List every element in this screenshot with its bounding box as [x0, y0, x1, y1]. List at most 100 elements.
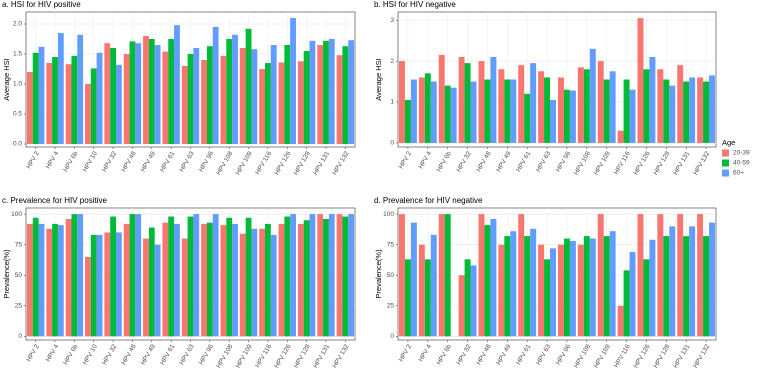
- legend-label: 60+: [733, 170, 744, 177]
- bar: [410, 222, 417, 337]
- bar: [603, 236, 610, 337]
- x-tick-label: HPV 96: [198, 343, 215, 366]
- x-tick-label: HPV 108: [573, 150, 592, 176]
- x-tick-label: HPV 63: [535, 343, 552, 366]
- x-tick-label: HPV 132: [331, 150, 350, 176]
- bar: [115, 232, 122, 337]
- bar: [689, 77, 696, 143]
- x-tick-label: HPV 108: [215, 150, 234, 176]
- bar: [46, 63, 53, 144]
- bar: [518, 214, 525, 337]
- x-tick-label: HPV 96: [555, 150, 572, 173]
- bar: [336, 214, 343, 337]
- x-tick-label: HPV 48: [120, 343, 137, 366]
- x-tick-label: HPV 126: [273, 343, 292, 369]
- bar: [418, 244, 425, 337]
- bar: [404, 259, 411, 337]
- bar: [649, 57, 656, 143]
- bar: [290, 18, 296, 144]
- x-tick-label: HPV 109: [593, 150, 612, 176]
- bar: [504, 79, 511, 143]
- y-tick-label: 50: [387, 272, 395, 279]
- bar: [135, 214, 142, 337]
- bar: [603, 79, 610, 143]
- bar: [583, 236, 590, 337]
- x-tick-label: HPV 48: [120, 150, 137, 173]
- bar: [643, 69, 650, 143]
- bar: [589, 48, 596, 143]
- y-tick-label: 25: [15, 302, 23, 309]
- y-tick-label: 25: [387, 302, 395, 309]
- bar: [77, 34, 84, 144]
- bar: [104, 232, 111, 337]
- bar: [38, 223, 45, 337]
- x-tick-label: HPV 109: [593, 343, 612, 369]
- x-tick-label: HPV 126: [273, 150, 292, 176]
- bar: [85, 84, 91, 144]
- bar: [174, 25, 180, 145]
- bar: [398, 214, 405, 337]
- bar: [110, 48, 116, 144]
- bar: [232, 223, 238, 337]
- x-tick-label: HPV 132: [692, 343, 711, 369]
- y-tick-label: 75: [15, 241, 23, 248]
- bar: [657, 69, 664, 143]
- bar: [450, 87, 457, 143]
- x-tick-label: HPV 49: [495, 150, 512, 173]
- x-tick-label: HPV 126: [633, 150, 652, 176]
- bar: [129, 41, 136, 144]
- x-tick-label: HPV 116: [613, 343, 632, 369]
- bar: [510, 79, 517, 143]
- x-tick-label: HPV 32: [101, 150, 118, 173]
- x-tick-label: HPV 61: [159, 150, 176, 173]
- bar: [484, 79, 491, 143]
- x-tick-label: HPV 128: [293, 343, 312, 369]
- y-tick-label: 3: [390, 17, 394, 24]
- x-tick-label: HPV 131: [672, 343, 691, 369]
- bar: [418, 77, 425, 143]
- bar: [212, 27, 219, 144]
- bar: [623, 79, 630, 143]
- y-tick-label: 1: [390, 99, 394, 106]
- bar: [328, 214, 335, 337]
- bar: [597, 61, 604, 143]
- bar: [46, 228, 53, 337]
- x-tick-label: HPV 2: [398, 343, 414, 363]
- bar: [309, 214, 316, 337]
- bar: [677, 214, 684, 337]
- bar: [538, 71, 545, 143]
- bar: [649, 239, 656, 337]
- bar: [589, 238, 596, 337]
- bar: [657, 214, 664, 337]
- panel-title: d. Prevalence for HIV negative: [374, 196, 483, 205]
- panel-title: a. HSI for HIV positive: [2, 0, 81, 9]
- x-tick-label: HPV 4: [45, 150, 61, 170]
- bar: [464, 259, 471, 337]
- bar: [162, 222, 169, 337]
- bar: [643, 259, 650, 337]
- x-tick-label: HPV 131: [672, 150, 691, 176]
- bar: [251, 49, 258, 145]
- bar: [637, 214, 644, 337]
- x-tick-label: HPV 49: [495, 343, 512, 366]
- bar: [530, 228, 537, 337]
- bar: [284, 45, 291, 144]
- bar: [96, 234, 103, 337]
- legend-swatch: [722, 159, 729, 167]
- bar: [57, 225, 64, 337]
- bar: [478, 61, 485, 143]
- bar: [71, 55, 78, 144]
- y-tick-label: 1.0: [13, 81, 22, 88]
- bar: [96, 52, 103, 144]
- bar: [430, 81, 437, 143]
- x-tick-label: HPV 32: [101, 343, 118, 366]
- y-tick-label: 1.5: [13, 51, 22, 58]
- bar: [52, 57, 58, 144]
- x-tick-label: HPV 6b: [62, 150, 79, 173]
- bar: [328, 39, 335, 144]
- bar: [104, 43, 111, 145]
- y-tick-label: 0.5: [13, 111, 22, 118]
- bar: [617, 130, 624, 143]
- bar: [458, 57, 465, 143]
- bar: [563, 238, 570, 337]
